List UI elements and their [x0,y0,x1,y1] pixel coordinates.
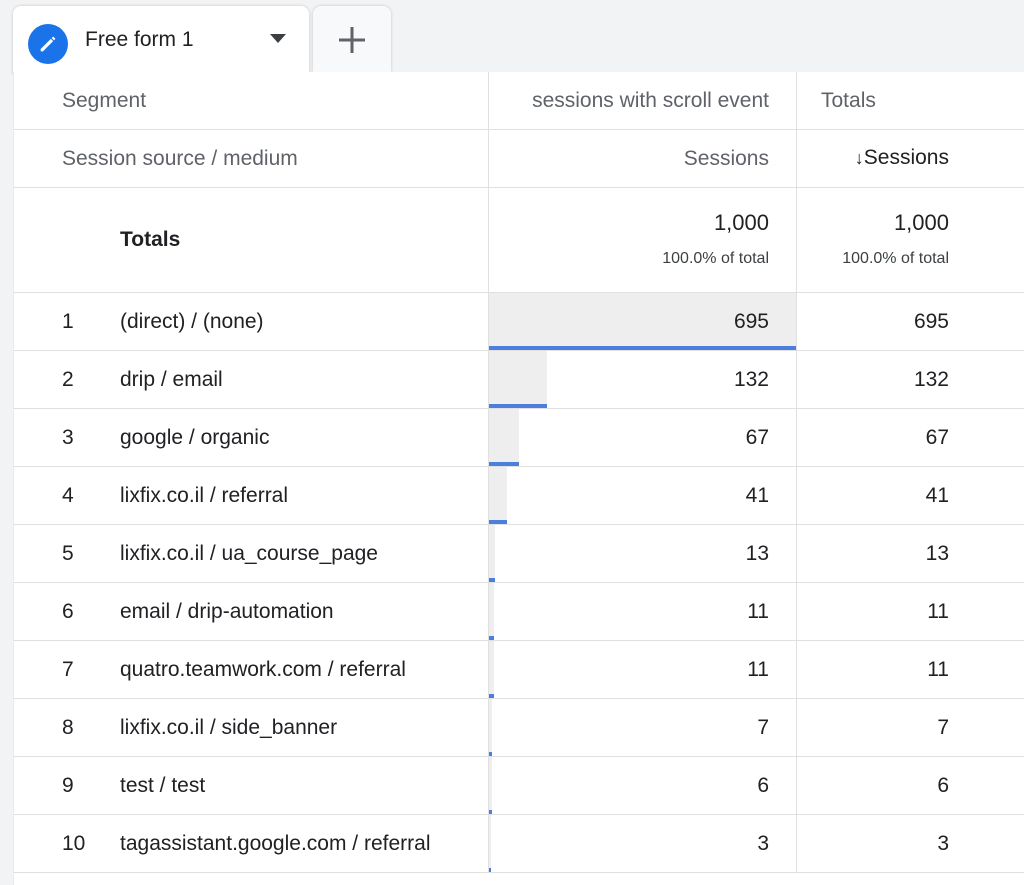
share-bar-background [489,815,491,872]
plus-icon [339,27,365,53]
totals-pct-all: 100.0% of total [842,250,949,267]
row-rank: 5 [62,542,74,565]
share-bar [489,636,494,640]
table-row[interactable]: 5 lixfix.co.il / ua_course_page 13 13 [14,525,1024,583]
row-rank: 8 [62,716,74,739]
segment-column-header[interactable]: sessions with scroll event [532,89,769,112]
row-rank: 6 [62,600,74,623]
row-dimension: email / drip-automation [120,600,334,623]
share-bar-background [489,525,495,582]
totals-pct-segment: 100.0% of total [662,250,769,267]
row-value-total: 41 [925,484,949,507]
share-bar [489,752,492,756]
table-row[interactable]: 3 google / organic 67 67 [14,409,1024,467]
row-rank: 3 [62,426,74,449]
table-row[interactable]: 10 tagassistant.google.com / referral 3 3 [14,815,1024,873]
table-row[interactable]: 9 test / test 6 6 [14,757,1024,815]
row-rank: 7 [62,658,74,681]
share-bar [489,404,547,408]
share-bar [489,694,494,698]
table-row[interactable]: 6 email / drip-automation 11 11 [14,583,1024,641]
dimension-header[interactable]: Session source / medium [62,147,298,170]
row-value-segment: 695 [733,310,769,333]
row-dimension: lixfix.co.il / referral [120,484,289,507]
share-bar [489,810,492,814]
table-row[interactable]: 2 drip / email 132 132 [14,351,1024,409]
add-tab-button[interactable] [313,6,391,72]
row-value-segment: 41 [745,484,769,507]
share-bar-background [489,641,494,698]
row-rank: 9 [62,774,74,797]
column-divider [796,72,797,872]
row-value-total: 67 [925,426,949,449]
row-dimension: drip / email [120,368,223,391]
pencil-icon[interactable] [28,24,68,64]
row-value-segment: 3 [757,832,769,855]
row-value-segment: 11 [747,600,769,623]
share-bar [489,520,507,524]
totals-label: Totals [120,228,181,251]
row-dimension: test / test [120,774,206,797]
column-divider [488,72,489,872]
row-value-total: 11 [927,658,949,681]
row-dimension: lixfix.co.il / ua_course_page [120,542,378,565]
totals-value-all: 1,000 [893,210,949,235]
header-row-segment: Segment sessions with scroll event Total… [14,72,1024,130]
table-row[interactable]: 4 lixfix.co.il / referral 41 41 [14,467,1024,525]
tab-bar: Free form 1 [0,0,1024,74]
sessions-sorted-header[interactable]: ↓Sessions [854,146,949,169]
segment-header: Segment [62,89,147,112]
row-value-segment: 132 [733,368,769,391]
share-bar [489,346,796,350]
share-bar-background [489,699,492,756]
row-dimension: google / organic [120,426,270,449]
row-value-total: 11 [927,600,949,623]
table-row[interactable]: 7 quatro.teamwork.com / referral 11 11 [14,641,1024,699]
row-rank: 2 [62,368,74,391]
sort-arrow-icon: ↓ [854,148,864,168]
share-bar [489,462,519,466]
row-value-total: 7 [937,716,949,739]
caret-down-icon[interactable] [270,34,286,43]
sessions-header[interactable]: Sessions [683,147,769,170]
row-value-segment: 7 [757,716,769,739]
table-row[interactable]: 8 lixfix.co.il / side_banner 7 7 [14,699,1024,757]
totals-value-segment: 1,000 [713,210,769,235]
report-table: Segment sessions with scroll event Total… [13,72,1024,885]
share-bar-background [489,351,547,408]
share-bar-background [489,757,492,814]
row-value-segment: 11 [747,658,769,681]
row-dimension: quatro.teamwork.com / referral [120,658,406,681]
row-value-segment: 67 [745,426,769,449]
row-value-total: 3 [937,832,949,855]
totals-row: Totals 1,000 100.0% of total 1,000 100.0… [14,188,1024,293]
table-row[interactable]: 1 (direct) / (none) 695 695 [14,293,1024,351]
row-value-total: 13 [925,542,949,565]
tab-label: Free form 1 [85,28,194,51]
tab-free-form-1[interactable]: Free form 1 [13,6,309,74]
row-value-segment: 13 [745,542,769,565]
totals-column-header[interactable]: Totals [821,89,876,112]
share-bar-background [489,467,507,524]
header-row-metric: Session source / medium Sessions ↓Sessio… [14,130,1024,188]
share-bar-background [489,583,494,640]
row-value-total: 695 [913,310,949,333]
row-rank: 4 [62,484,74,507]
share-bar [489,578,495,582]
row-dimension: tagassistant.google.com / referral [120,832,431,855]
share-bar-background [489,409,519,466]
share-bar-background [489,293,796,350]
row-value-total: 6 [937,774,949,797]
row-dimension: lixfix.co.il / side_banner [120,716,338,739]
row-rank: 10 [62,832,86,855]
share-bar [489,868,491,872]
row-value-segment: 6 [757,774,769,797]
row-rank: 1 [62,310,74,333]
row-value-total: 132 [913,368,949,391]
row-dimension: (direct) / (none) [120,310,264,333]
